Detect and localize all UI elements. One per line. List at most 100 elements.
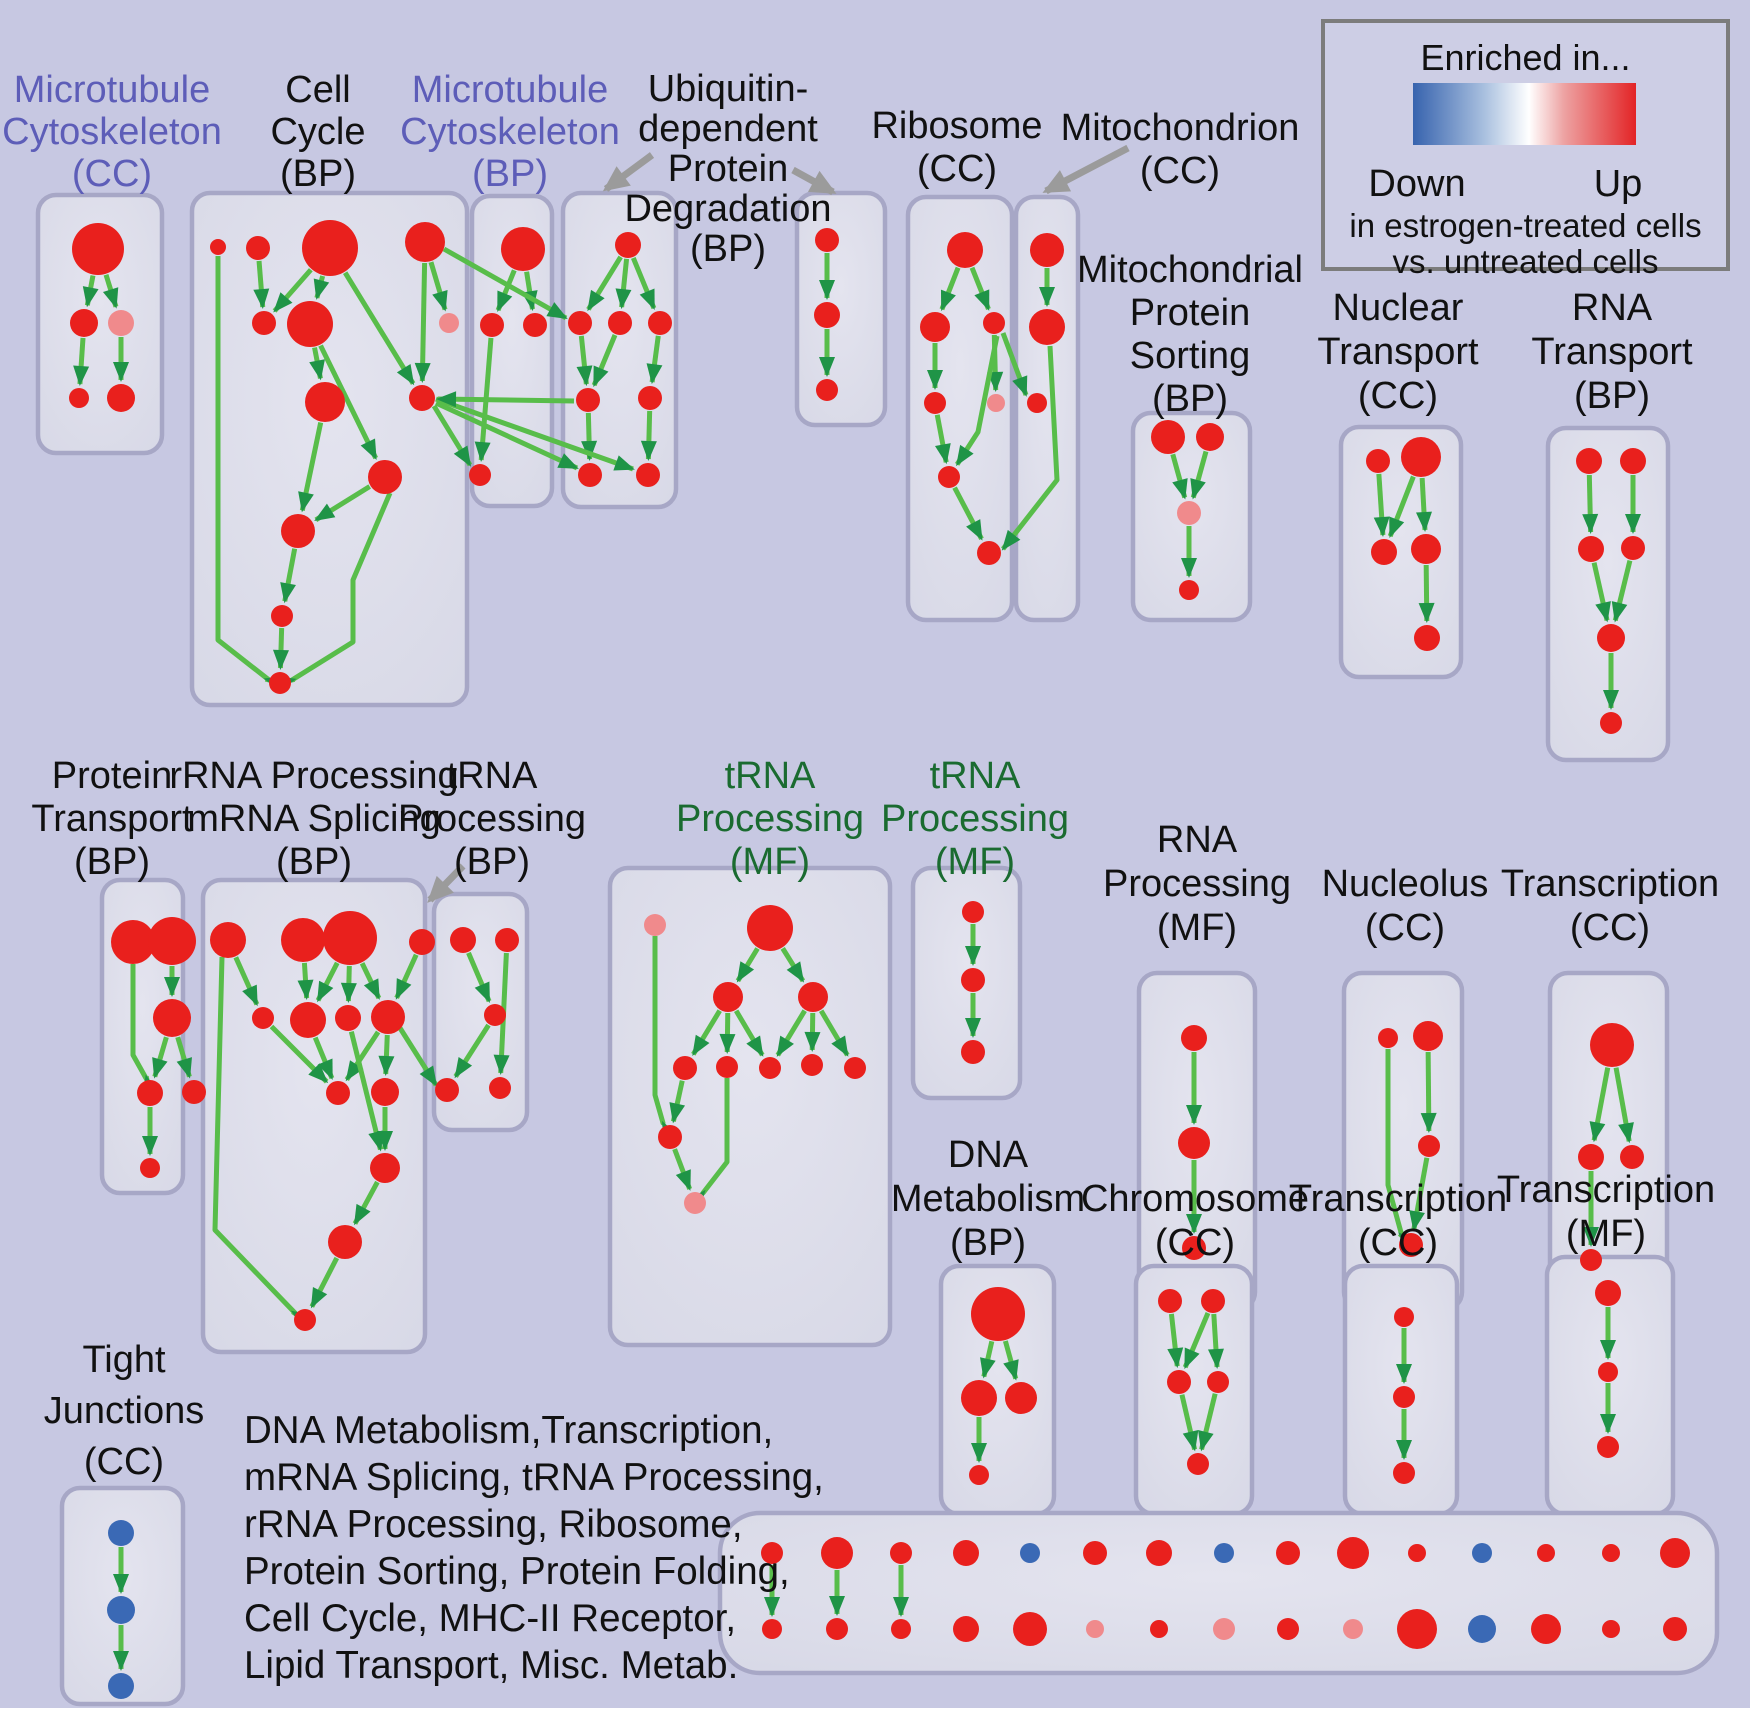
cluster-label-ubiquitin-degradation-bp-a: dependent bbox=[638, 108, 818, 150]
edge-arrow bbox=[576, 335, 593, 387]
edge-arrow bbox=[669, 1080, 686, 1124]
go-term-node bbox=[1663, 1617, 1687, 1641]
edge-arrow bbox=[272, 268, 313, 313]
go-term-node bbox=[335, 1005, 361, 1031]
go-term-node bbox=[1590, 1023, 1634, 1067]
edge-arrow bbox=[215, 256, 285, 692]
go-term-node bbox=[1595, 1280, 1621, 1306]
go-term-node bbox=[489, 1077, 511, 1099]
edge-arrow bbox=[495, 269, 517, 313]
go-term-node bbox=[1602, 1544, 1620, 1562]
edge-arrow bbox=[980, 1340, 996, 1379]
edge-arrow bbox=[436, 391, 575, 408]
edge-arrow bbox=[233, 956, 260, 1007]
edge-arrow bbox=[397, 1026, 439, 1087]
edge-arrow bbox=[804, 1012, 821, 1053]
note-line: mRNA Splicing, tRNA Processing, bbox=[244, 1456, 824, 1499]
edge-arrow bbox=[378, 1034, 395, 1077]
cluster-label-microtubule-cytoskeleton-cc: Microtubule bbox=[14, 69, 210, 111]
edge-arrow bbox=[434, 400, 579, 471]
edge-arrow bbox=[1001, 345, 1060, 551]
label-pointer-arrow bbox=[791, 166, 837, 196]
go-term-node bbox=[1277, 1618, 1299, 1640]
cluster-label-rrna-processing-mrna-splicing-bp: rRNA Processing bbox=[169, 755, 458, 797]
legend-subtitle-line2: vs. untreated cells bbox=[1392, 243, 1659, 280]
go-term-node bbox=[947, 232, 983, 268]
go-term-node bbox=[69, 388, 89, 408]
go-term-node bbox=[1005, 1382, 1037, 1414]
cluster-label-protein-transport-bp: Protein bbox=[52, 755, 172, 797]
edge-arrow bbox=[314, 484, 372, 523]
go-term-node bbox=[1213, 1618, 1235, 1640]
go-term-node bbox=[987, 394, 1005, 412]
go-term-node bbox=[287, 301, 333, 347]
cluster-label-cell-cycle-bp: (BP) bbox=[280, 153, 356, 195]
cluster-label-tight-junctions-cc: (CC) bbox=[84, 1441, 164, 1483]
edge-arrow bbox=[1207, 1313, 1224, 1370]
go-term-node bbox=[1167, 1370, 1191, 1394]
go-term-node bbox=[961, 1380, 997, 1416]
edge-arrow bbox=[969, 266, 991, 311]
cluster-label-nuclear-transport-cc: Transport bbox=[1317, 331, 1479, 373]
go-term-node bbox=[578, 463, 602, 487]
go-term-node bbox=[1150, 1620, 1168, 1638]
edge-arrow bbox=[340, 965, 357, 1004]
go-term-node bbox=[182, 1080, 206, 1104]
go-term-node bbox=[1013, 1612, 1047, 1646]
go-term-node bbox=[1393, 1462, 1415, 1484]
go-term-node bbox=[1600, 712, 1622, 734]
go-term-node bbox=[636, 463, 660, 487]
edge-arrow bbox=[152, 1036, 169, 1079]
go-term-node bbox=[759, 1057, 781, 1079]
go-term-node bbox=[953, 1540, 979, 1566]
cluster-label-rrna-processing-mrna-splicing-bp: (BP) bbox=[276, 841, 352, 883]
cluster-label-nucleolus-cc: Nucleolus bbox=[1322, 863, 1489, 905]
edge-arrow bbox=[1589, 1067, 1611, 1143]
cluster-label-trna-processing-mf-1: tRNA bbox=[725, 755, 816, 797]
edge-arrow bbox=[428, 261, 448, 312]
go-term-node bbox=[924, 392, 946, 414]
edge-arrow bbox=[1373, 473, 1390, 538]
go-term-node bbox=[495, 928, 519, 952]
edge-arrow bbox=[318, 344, 379, 460]
edge-arrow bbox=[466, 951, 492, 1004]
go-term-node bbox=[1621, 536, 1645, 560]
note-line: Lipid Transport, Misc. Metab. bbox=[244, 1644, 739, 1687]
note-line: Cell Cycle, MHC-II Receptor, bbox=[244, 1597, 737, 1640]
go-term-node bbox=[1413, 1021, 1443, 1051]
cluster-label-transcription-mf: Transcription bbox=[1497, 1169, 1715, 1211]
edge-arrow bbox=[272, 627, 289, 671]
go-term-node bbox=[568, 311, 592, 335]
go-term-node bbox=[1576, 448, 1602, 474]
go-term-node bbox=[210, 922, 246, 958]
edge-arrow bbox=[1182, 1312, 1211, 1370]
edge-arrow bbox=[130, 964, 159, 1096]
edge-arrow bbox=[253, 260, 270, 310]
cluster-label-protein-transport-bp: Transport bbox=[31, 798, 193, 840]
cluster-label-rna-processing-mf: RNA bbox=[1157, 819, 1238, 861]
go-term-node bbox=[826, 1618, 848, 1640]
edge-arrow bbox=[435, 396, 635, 472]
go-term-node bbox=[801, 1054, 823, 1076]
go-term-node bbox=[1620, 1145, 1644, 1169]
go-term-node bbox=[1531, 1614, 1561, 1644]
cluster-label-tight-junctions-cc: Tight bbox=[82, 1339, 166, 1381]
edge-arrow bbox=[275, 492, 393, 692]
cluster-label-mitochondrial-protein-sorting-bp: Sorting bbox=[1130, 335, 1250, 377]
edge-arrow bbox=[672, 1148, 693, 1191]
go-term-node bbox=[644, 914, 666, 936]
edge-arrow bbox=[646, 335, 663, 385]
edge-arrow bbox=[343, 271, 416, 386]
cluster-label-mitochondrial-protein-sorting-bp: Mitochondrial bbox=[1077, 249, 1303, 291]
edge-arrow bbox=[1179, 1394, 1199, 1452]
go-term-node bbox=[1620, 448, 1646, 474]
go-term-node bbox=[107, 1596, 135, 1624]
go-term-node bbox=[1083, 1541, 1107, 1565]
edge-arrow bbox=[591, 334, 618, 388]
label-pointer-arrow bbox=[1042, 144, 1130, 195]
category-note: DNA Metabolism,Transcription, mRNA Splic… bbox=[244, 1407, 824, 1689]
edge-arrow bbox=[280, 548, 298, 604]
edge-arrow bbox=[344, 1030, 381, 1082]
cluster-label-microtubule-cytoskeleton-bp: Microtubule bbox=[412, 69, 608, 111]
edge-arrow bbox=[735, 947, 760, 983]
